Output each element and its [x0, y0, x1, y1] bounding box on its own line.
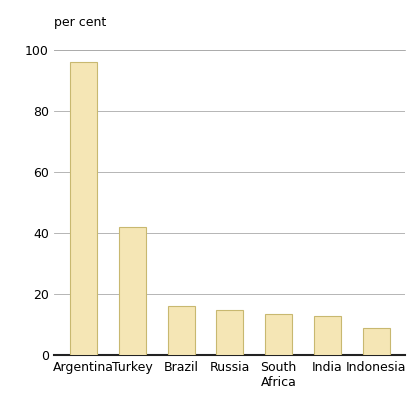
Bar — [168, 306, 194, 355]
Bar — [363, 328, 390, 355]
Bar — [119, 227, 146, 355]
Bar — [314, 316, 341, 355]
Text: per cent: per cent — [54, 16, 107, 29]
Bar — [265, 314, 292, 355]
Bar — [217, 309, 243, 355]
Bar — [70, 62, 97, 355]
